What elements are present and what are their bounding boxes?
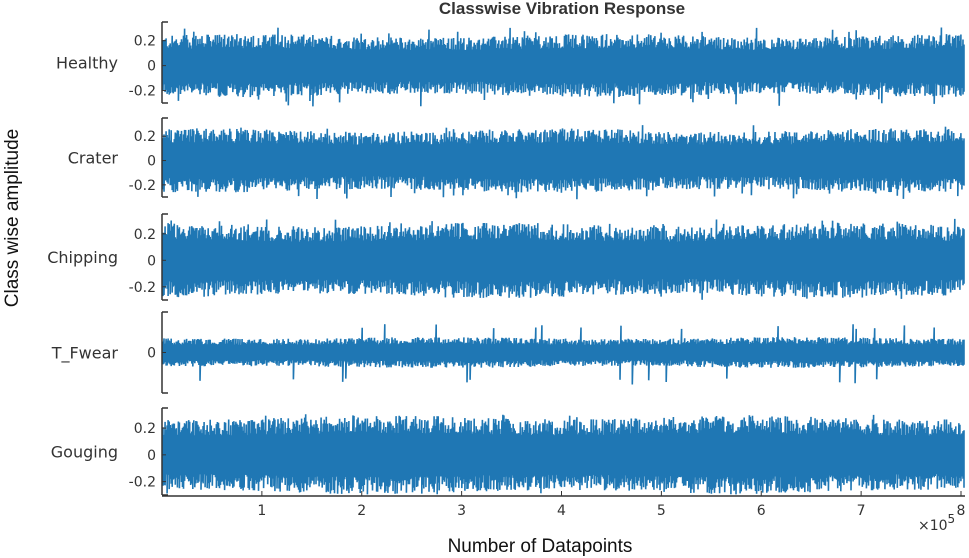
y-tick-label: 0	[147, 346, 156, 362]
signal-line	[162, 27, 965, 107]
x-scale-factor: ×105	[918, 512, 955, 534]
panel-crater: 0.2 0 -0.2 Crater	[68, 117, 965, 200]
y-tick-label: 0	[147, 154, 156, 170]
x-tick-label: 8	[957, 503, 966, 519]
x-tick-label: 5	[657, 503, 666, 519]
y-tick-label: 0.2	[134, 129, 156, 145]
panel-healthy: 0.2 0 -0.2 Healthy	[56, 21, 965, 107]
y-tick-label: 0	[147, 448, 156, 464]
row-label: T_Fwear	[51, 344, 119, 364]
y-tick-label: -0.2	[129, 475, 156, 491]
signal-line	[162, 218, 965, 300]
panel-t-fwear: 0 T_Fwear	[51, 311, 965, 394]
row-label: Healthy	[56, 54, 118, 73]
panels: 0.2 0 -0.2 Healthy 0.2 0 -0.2 Crater 0.2 0 -0.2 Chi…	[47, 21, 965, 496]
x-tick-label: 4	[557, 503, 566, 519]
x-tick-label: 1	[257, 503, 266, 519]
y-tick-label: 0.2	[134, 421, 156, 437]
y-axis-label: Class wise amplitude	[2, 129, 23, 307]
row-label: Gouging	[51, 443, 118, 462]
x-tick-label: 6	[757, 503, 766, 519]
x-tick-label: 3	[457, 503, 466, 519]
x-tick-label: 7	[857, 503, 866, 519]
y-tick-label: 0.2	[134, 227, 156, 243]
chart-title: Classwise Vibration Response	[439, 0, 685, 18]
panel-gouging: 0.2 0 -0.2 Gouging	[51, 407, 965, 496]
signal-line	[162, 324, 965, 385]
x-tick-label: 2	[357, 503, 366, 519]
signal-line	[162, 414, 965, 495]
y-tick-label: 0	[147, 59, 156, 75]
y-tick-label: 0.2	[134, 34, 156, 50]
x-axis-label: Number of Datapoints	[448, 536, 633, 557]
signal-line	[162, 125, 965, 200]
x-axis: 1 2 3 4 5 6 7 8	[162, 491, 965, 519]
y-tick-label: -0.2	[129, 280, 156, 296]
row-label: Crater	[68, 149, 119, 168]
panel-chipping: 0.2 0 -0.2 Chipping	[47, 213, 965, 301]
row-label: Chipping	[47, 248, 118, 267]
y-tick-label: -0.2	[129, 178, 156, 194]
y-tick-label: 0	[147, 253, 156, 269]
y-tick-label: -0.2	[129, 84, 156, 100]
